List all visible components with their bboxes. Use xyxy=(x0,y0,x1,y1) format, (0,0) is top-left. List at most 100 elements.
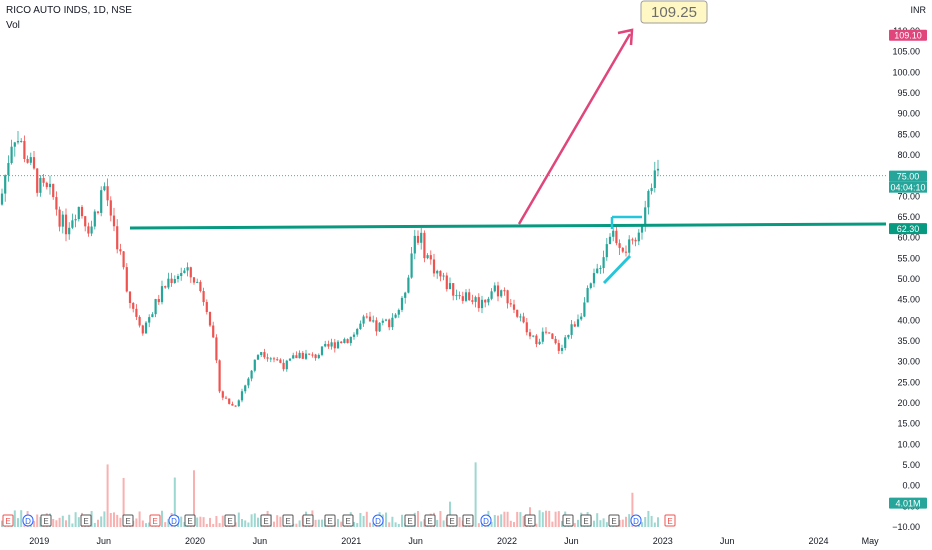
candle-body xyxy=(192,277,196,283)
candle-body xyxy=(135,308,138,317)
volume-bar xyxy=(628,514,631,527)
candle-body xyxy=(381,320,384,323)
y-tick-label: 20.00 xyxy=(897,398,920,408)
event-marker-label: D xyxy=(171,517,177,526)
candle-body xyxy=(311,354,314,356)
target-price-tag: 109.10 xyxy=(894,31,922,41)
event-marker xyxy=(372,514,384,527)
candle-body xyxy=(362,316,365,324)
candle-body xyxy=(285,360,288,370)
y-tick-label: 15.00 xyxy=(897,419,920,429)
y-tick-label: 90.00 xyxy=(897,109,920,119)
y-tick-label: 50.00 xyxy=(897,274,920,284)
candle-body xyxy=(352,334,356,337)
symbol-title[interactable]: RICO AUTO INDS, 1D, NSE xyxy=(6,5,132,16)
candle-body xyxy=(20,140,23,142)
candle-body xyxy=(423,232,426,259)
volume-bar xyxy=(621,519,624,527)
volume-bar xyxy=(109,512,112,527)
candle-body xyxy=(250,370,253,379)
candle-body xyxy=(394,314,397,318)
volume-bar xyxy=(234,522,237,527)
y-tick-label: 80.00 xyxy=(897,150,920,160)
volume-bar xyxy=(372,523,375,527)
event-marker xyxy=(446,514,458,527)
flag-top xyxy=(610,215,642,229)
volume-bar xyxy=(33,520,35,527)
candle-body xyxy=(295,355,298,359)
candle-body xyxy=(208,311,212,326)
candle-body xyxy=(548,332,551,334)
candle-body xyxy=(570,324,573,335)
candle-body xyxy=(263,352,266,358)
event-marker xyxy=(40,514,52,527)
volume-bar xyxy=(449,501,451,527)
volume-bar xyxy=(602,518,605,527)
y-tick-label: 10.00 xyxy=(897,439,920,449)
volume-bar xyxy=(116,514,119,527)
candle-body xyxy=(375,320,378,332)
candle-body xyxy=(100,190,103,213)
candle-body xyxy=(564,337,567,348)
volume-bar xyxy=(77,517,80,527)
candle-body xyxy=(516,309,519,317)
x-tick-label: 2021 xyxy=(341,536,361,546)
candle-body xyxy=(228,398,231,404)
volume-bar xyxy=(253,513,256,527)
candle-body xyxy=(112,215,116,227)
volume-bar xyxy=(401,514,403,527)
candle-body xyxy=(160,286,164,303)
candle-body xyxy=(144,322,148,334)
candle-body xyxy=(26,158,29,163)
volume-bar xyxy=(71,523,74,527)
candle-body xyxy=(404,292,407,298)
volume-bar xyxy=(397,523,400,527)
price-axis: 110.00105.00100.0095.0090.0085.0080.0075… xyxy=(892,26,920,532)
event-marker-label: D xyxy=(633,517,639,526)
volume-bar xyxy=(573,523,576,527)
volume-bar xyxy=(257,517,259,527)
candle-body xyxy=(0,193,4,205)
candle-body xyxy=(266,357,269,359)
y-tick-label: 25.00 xyxy=(897,377,920,387)
y-tick-label: 40.00 xyxy=(897,315,920,325)
candle-body xyxy=(77,206,80,220)
candle-body xyxy=(218,360,221,392)
candle-body xyxy=(23,140,26,159)
volume-bar xyxy=(167,519,170,527)
target-arrow xyxy=(517,33,632,225)
candle-body xyxy=(567,334,570,338)
candle-body xyxy=(480,299,484,309)
candle-body xyxy=(464,292,468,301)
candle-body xyxy=(132,303,135,309)
candle-body xyxy=(359,323,362,329)
x-tick-label: Jun xyxy=(564,536,579,546)
candle-body xyxy=(119,249,122,252)
volume-bar xyxy=(279,516,282,527)
volume-label: Vol xyxy=(6,20,20,31)
candle-body xyxy=(432,259,436,274)
event-marker-label: E xyxy=(611,517,616,526)
candle-body xyxy=(224,397,228,399)
volume-bar xyxy=(458,517,461,527)
x-tick-label: Jun xyxy=(253,536,268,546)
candle-body xyxy=(247,378,250,386)
target-box xyxy=(640,0,708,24)
candle-body xyxy=(599,268,602,270)
candle-body xyxy=(528,332,532,337)
candle-body xyxy=(116,226,119,250)
candle-body xyxy=(221,391,224,398)
candle-body xyxy=(368,316,372,322)
event-marker-label: E xyxy=(583,517,588,526)
y-tick-label: 55.00 xyxy=(897,253,920,263)
volume-bar xyxy=(509,520,512,527)
volume-bar xyxy=(205,523,208,527)
volume-bar xyxy=(474,462,477,527)
event-marker-label: E xyxy=(667,517,672,526)
event-marker-label: E xyxy=(5,517,10,526)
candle-body xyxy=(148,317,151,323)
candle-body xyxy=(202,291,205,303)
currency-label: INR xyxy=(910,5,927,15)
volume-bar xyxy=(420,521,423,527)
